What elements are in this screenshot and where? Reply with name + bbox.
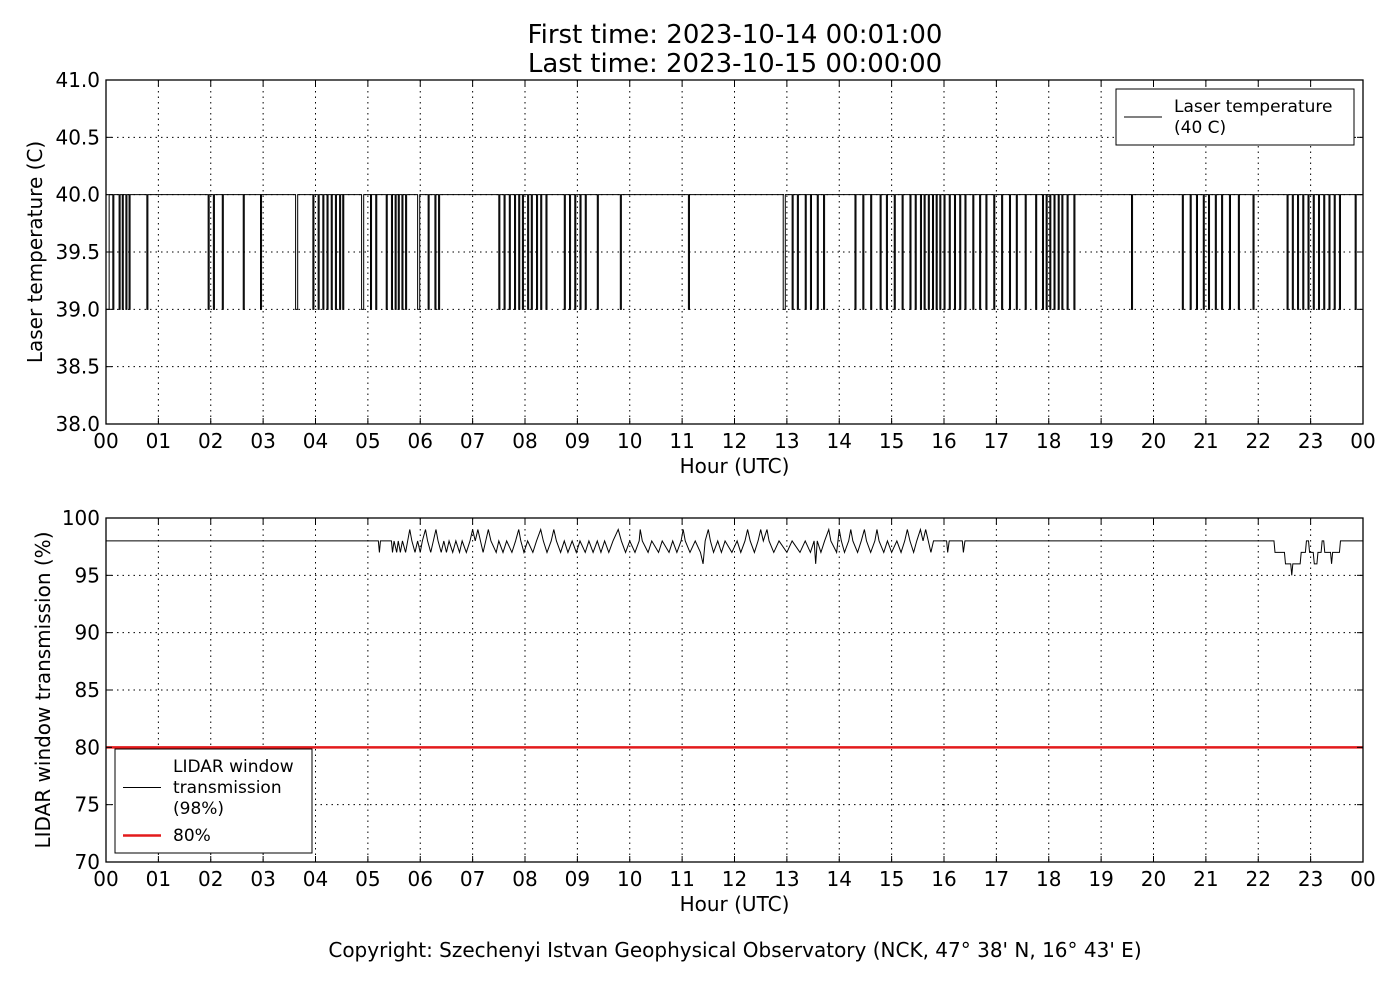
x-tick-label: 00 [93, 867, 118, 891]
x-tick-label: 03 [250, 867, 275, 891]
x-tick-label: 03 [250, 429, 275, 453]
page-title: First time: 2023-10-14 00:01:00 [528, 20, 943, 50]
y-tick-label: 70 [75, 850, 100, 874]
legend-label: (40 C) [1174, 118, 1226, 138]
x-tick-label: 21 [1193, 429, 1218, 453]
y-tick-label: 38.5 [55, 355, 100, 379]
legend-label: 80% [173, 826, 211, 846]
x-tick-label: 20 [1141, 867, 1166, 891]
x-tick-label: 00 [1350, 867, 1375, 891]
x-tick-label: 04 [303, 867, 328, 891]
x-tick-label: 20 [1141, 429, 1166, 453]
legend-label: (98%) [173, 799, 224, 819]
x-tick-label: 05 [355, 867, 380, 891]
x-tick-label: 22 [1246, 867, 1271, 891]
x-axis-label: Hour (UTC) [680, 892, 790, 916]
x-tick-label: 14 [827, 429, 852, 453]
x-tick-label: 02 [198, 867, 223, 891]
y-tick-label: 95 [75, 563, 100, 587]
x-tick-label: 06 [408, 429, 433, 453]
x-tick-label: 16 [931, 429, 956, 453]
x-tick-label: 00 [1350, 429, 1375, 453]
series-line-primary [105, 194, 1363, 310]
legend-label: Laser temperature [1174, 97, 1332, 117]
x-tick-label: 09 [565, 867, 590, 891]
x-tick-label: 14 [827, 867, 852, 891]
x-tick-label: 10 [617, 429, 642, 453]
x-tick-label: 07 [460, 429, 485, 453]
legend: Laser temperature(40 C) [1115, 88, 1355, 146]
y-tick-label: 40.5 [55, 125, 100, 149]
x-tick-label: 22 [1246, 429, 1271, 453]
x-tick-label: 19 [1088, 429, 1113, 453]
y-tick-label: 100 [62, 506, 100, 530]
x-tick-label: 18 [1036, 429, 1061, 453]
y-tick-label: 39.5 [55, 240, 100, 264]
y-tick-label: 80 [75, 735, 100, 759]
x-tick-label: 00 [93, 429, 118, 453]
y-tick-label: 75 [75, 793, 100, 817]
y-axis-label: LIDAR window transmission (%) [31, 532, 55, 849]
x-tick-label: 09 [565, 429, 590, 453]
x-tick-label: 10 [617, 867, 642, 891]
lidar-transmission-chart: 00 01 02 03 04 05 06 07 08 09 10 11 12 13 14 15 16 17 18 19… [31, 506, 1376, 916]
x-tick-label: 19 [1088, 867, 1113, 891]
legend-label: transmission [173, 778, 282, 798]
y-axis-label: Laser temperature (C) [23, 141, 47, 363]
x-tick-label: 23 [1298, 429, 1323, 453]
x-tick-label: 08 [512, 867, 537, 891]
x-tick-label: 01 [146, 867, 171, 891]
copyright-text: Copyright: Szechenyi Istvan Geophysical … [328, 938, 1141, 962]
legend-box [1115, 88, 1355, 146]
x-tick-label: 05 [355, 429, 380, 453]
y-tick-label: 41.0 [55, 68, 100, 92]
x-tick-label: 08 [512, 429, 537, 453]
y-tick-label: 38.0 [55, 412, 100, 436]
y-tick-label: 90 [75, 621, 100, 645]
x-tick-label: 01 [146, 429, 171, 453]
x-tick-label: 12 [722, 867, 747, 891]
x-tick-label: 11 [669, 429, 694, 453]
x-axis-label: Hour (UTC) [680, 454, 790, 478]
series-line-primary [106, 527, 1363, 576]
x-tick-label: 15 [879, 867, 904, 891]
x-tick-label: 16 [931, 867, 956, 891]
x-tick-label: 15 [879, 429, 904, 453]
x-tick-label: 13 [774, 867, 799, 891]
x-tick-label: 07 [460, 867, 485, 891]
x-tick-label: 21 [1193, 867, 1218, 891]
x-tick-label: 11 [669, 867, 694, 891]
x-tick-label: 04 [303, 429, 328, 453]
x-tick-label: 02 [198, 429, 223, 453]
x-tick-label: 18 [1036, 867, 1061, 891]
y-tick-label: 85 [75, 678, 100, 702]
x-tick-label: 13 [774, 429, 799, 453]
x-tick-label: 17 [984, 429, 1009, 453]
x-tick-label: 23 [1298, 867, 1323, 891]
y-tick-label: 40.0 [55, 183, 100, 207]
laser-temperature-chart: 00 01 02 03 04 05 06 07 08 09 10 11 12 13 14 15 16 17 18 19… [23, 68, 1376, 478]
page-subtitle: Last time: 2023-10-15 00:00:00 [528, 49, 942, 79]
x-tick-label: 12 [722, 429, 747, 453]
legend-label: LIDAR window [173, 757, 294, 777]
x-tick-label: 06 [408, 867, 433, 891]
x-tick-label: 17 [984, 867, 1009, 891]
y-tick-label: 39.0 [55, 297, 100, 321]
